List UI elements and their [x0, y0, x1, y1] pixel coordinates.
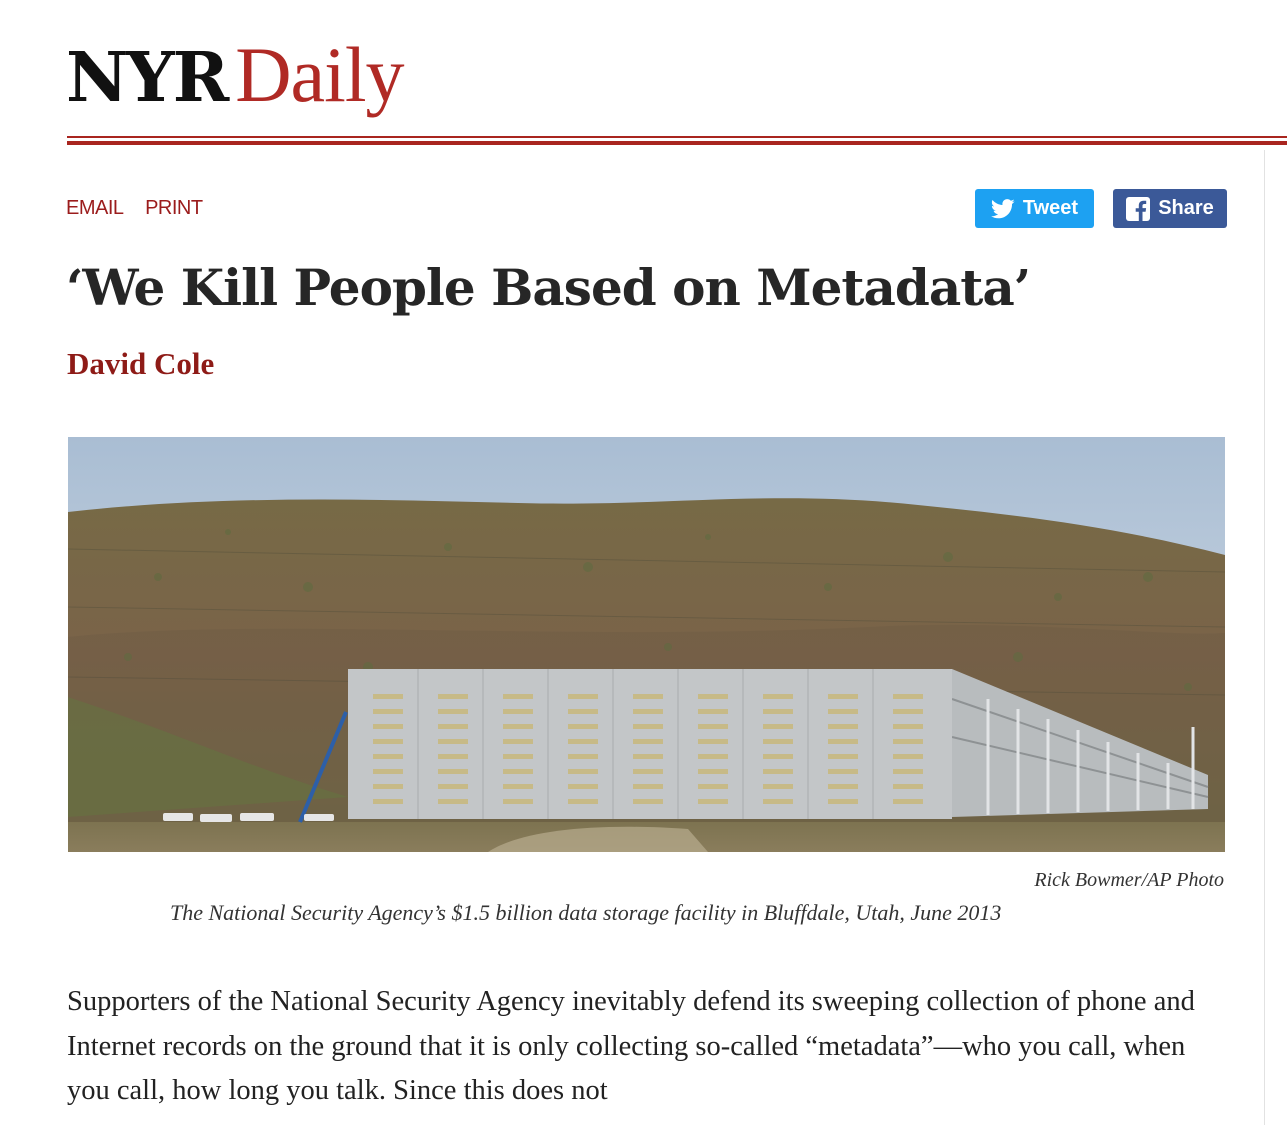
email-link[interactable]: EMAIL	[66, 197, 124, 219]
masthead-rule	[67, 136, 1287, 138]
article-photo	[68, 437, 1225, 852]
logo-nyr: NYR	[66, 38, 229, 118]
photo-caption: The National Security Agency’s $1.5 bill…	[170, 900, 1002, 925]
logo-daily: Daily	[235, 31, 404, 118]
print-link[interactable]: PRINT	[145, 197, 203, 219]
tweet-label: Tweet	[1022, 197, 1079, 219]
tweet-button[interactable]: Tweet	[975, 189, 1094, 228]
author-byline[interactable]: David Cole	[67, 346, 215, 381]
article-headline: ‘We Kill People Based on Metadata’	[66, 258, 1031, 317]
facebook-f-icon	[1126, 196, 1151, 221]
facebook-share-button[interactable]: Share	[1113, 189, 1227, 228]
utility-links: EMAIL PRINT	[66, 197, 219, 220]
twitter-bird-icon	[990, 198, 1015, 219]
share-label: Share	[1158, 197, 1214, 219]
masthead-rule-thick	[67, 141, 1287, 145]
article-body: Supporters of the National Security Agen…	[67, 986, 1195, 1106]
page-edge-rule	[1264, 150, 1265, 1125]
site-logo[interactable]: NYR Daily	[66, 30, 405, 120]
photo-credit: Rick Bowmer/AP Photo	[1034, 869, 1224, 891]
